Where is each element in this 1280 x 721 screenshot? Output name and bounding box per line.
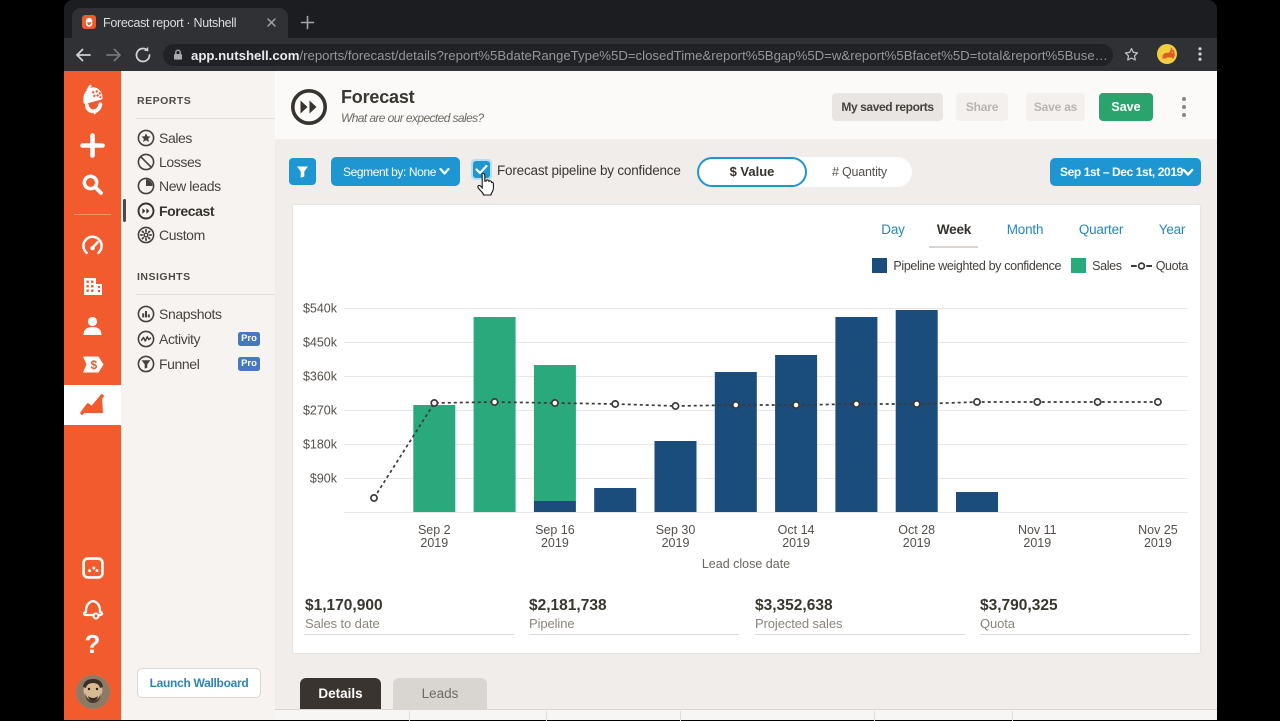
- svg-text:Oct 28: Oct 28: [898, 523, 935, 537]
- svg-text:Oct 14: Oct 14: [778, 523, 815, 537]
- svg-text:2019: 2019: [662, 536, 690, 550]
- svg-text:Sep 16: Sep 16: [535, 523, 575, 537]
- svg-text:$90k: $90k: [310, 472, 338, 486]
- svg-text:$540k: $540k: [303, 302, 338, 316]
- svg-text:2019: 2019: [541, 536, 569, 550]
- svg-text:Sep 30: Sep 30: [656, 523, 696, 537]
- svg-text:Sep 2: Sep 2: [418, 523, 451, 537]
- svg-text:2019: 2019: [903, 536, 931, 550]
- svg-text:$450k: $450k: [303, 336, 338, 350]
- svg-text:Lead close date: Lead close date: [702, 557, 790, 571]
- svg-text:Nov 11: Nov 11: [1018, 523, 1057, 537]
- svg-text:2019: 2019: [420, 536, 448, 550]
- svg-text:2019: 2019: [1144, 536, 1172, 550]
- svg-text:Nov 25: Nov 25: [1138, 523, 1178, 537]
- svg-text:2019: 2019: [782, 536, 810, 550]
- svg-text:$: $: [90, 358, 97, 372]
- svg-text:2019: 2019: [1023, 536, 1051, 550]
- svg-text:$180k: $180k: [303, 438, 338, 452]
- svg-text:$360k: $360k: [303, 370, 338, 384]
- svg-text:$270k: $270k: [303, 404, 338, 418]
